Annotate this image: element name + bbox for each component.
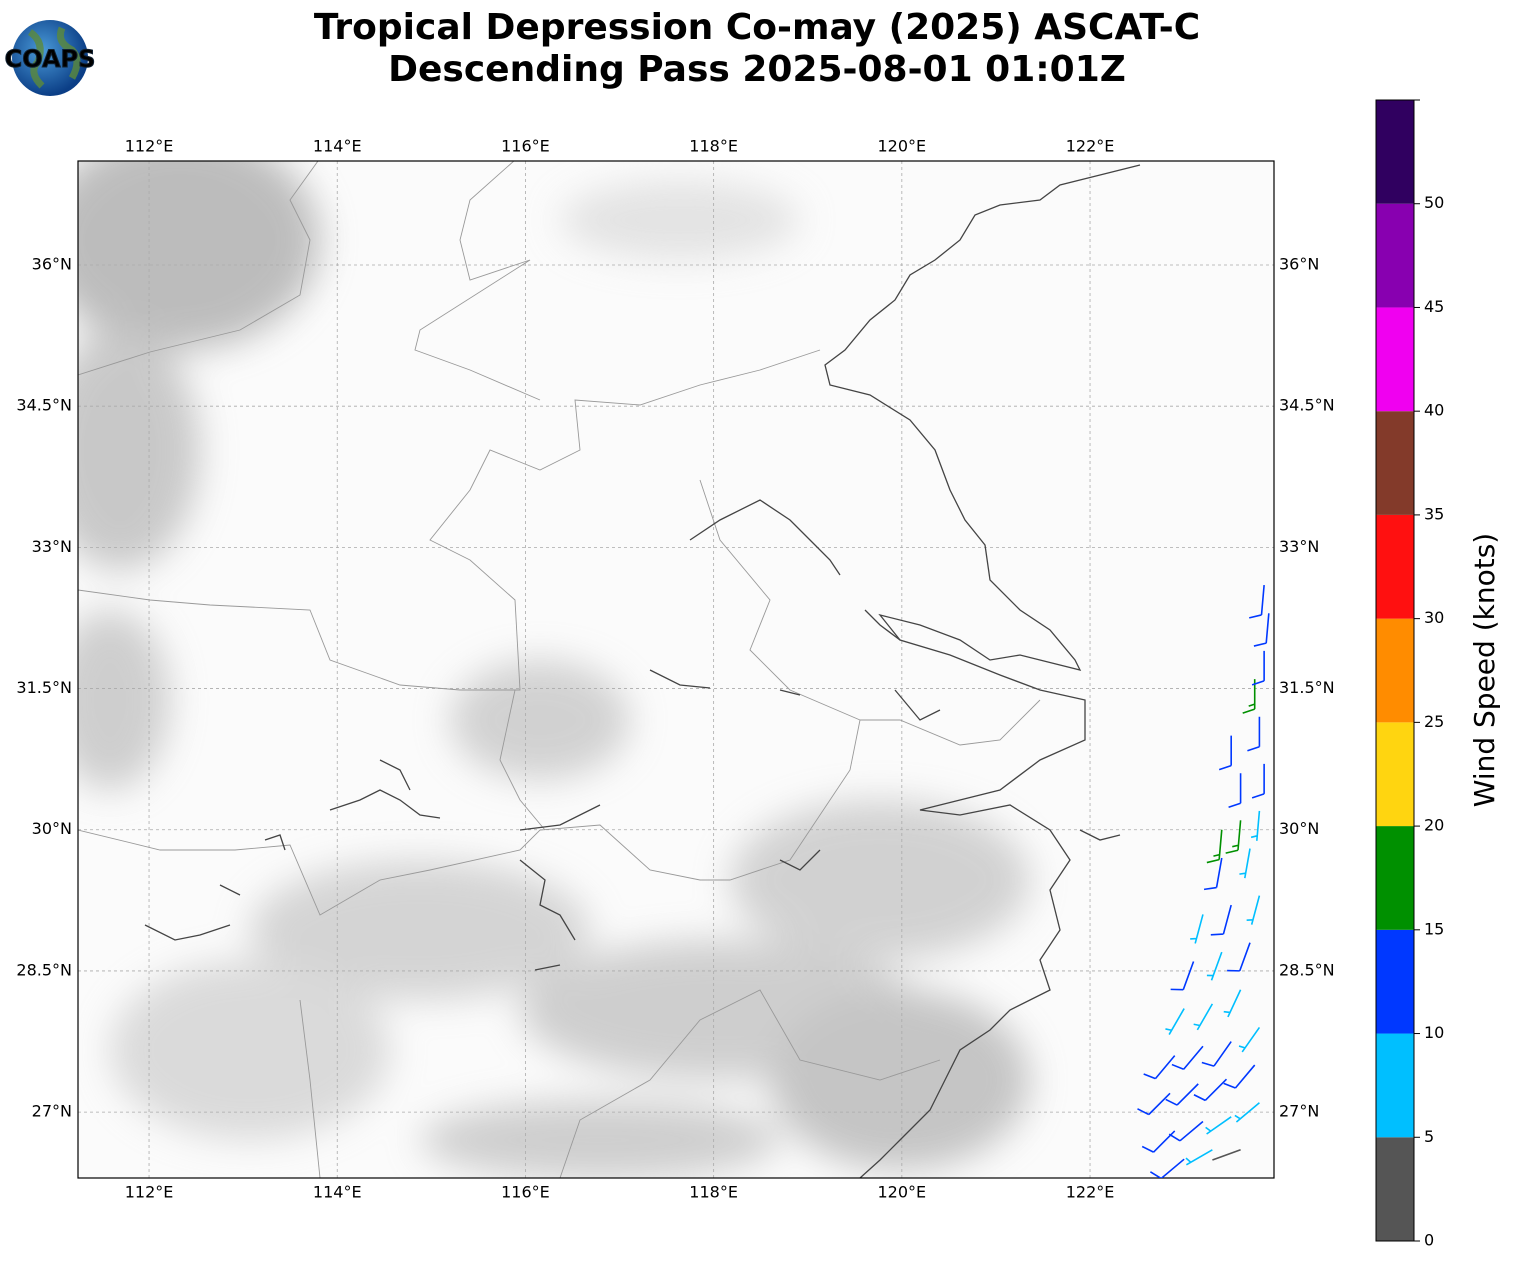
y-tick-label: 36°N — [1279, 255, 1319, 274]
x-tick-label: 120°E — [878, 137, 927, 156]
wind-barb — [1249, 584, 1265, 619]
wind-barb — [1143, 1055, 1176, 1080]
map-frame — [77, 160, 1275, 1179]
wind-barb — [1223, 1064, 1256, 1089]
logo: COAPS — [4, 20, 96, 96]
colorbar-tick-label: 15 — [1424, 919, 1444, 938]
wind-barb — [1223, 989, 1242, 1018]
wind-barb — [1190, 914, 1204, 944]
wind-barb — [1203, 857, 1223, 891]
y-tick-label: 30°N — [32, 819, 72, 838]
y-tick-label: 28.5°N — [1279, 960, 1335, 979]
wind-barb — [1205, 1116, 1232, 1135]
y-tick-label: 34.5°N — [1279, 396, 1335, 415]
colorbar-tick-label: 25 — [1424, 712, 1444, 731]
colorbar-segment — [1376, 100, 1414, 204]
y-tick-label: 30°N — [1279, 819, 1319, 838]
colorbar-segment — [1376, 929, 1414, 1034]
wind-barb — [1210, 904, 1232, 936]
wind-barb — [1165, 1083, 1199, 1106]
wind-barb — [1137, 1092, 1171, 1116]
colorbar-segment — [1376, 826, 1414, 930]
x-tick-label: 114°E — [313, 137, 362, 156]
wind-barb — [1246, 895, 1261, 925]
logo-text: COAPS — [5, 45, 96, 73]
wind-barb — [1170, 961, 1195, 991]
x-tick-label: 114°E — [313, 1183, 362, 1202]
colorbar-frame — [1375, 99, 1415, 1242]
wind-barb — [1251, 763, 1265, 799]
y-tick-label: 27°N — [1279, 1102, 1319, 1121]
title-line: Descending Pass 2025-08-01 01:01Z — [388, 49, 1126, 90]
wind-barb — [1253, 613, 1270, 647]
y-tick-label: 27°N — [32, 1102, 72, 1121]
wind-barb — [1225, 820, 1242, 854]
wind-barb — [1149, 1158, 1185, 1178]
wind-barb — [1238, 1026, 1261, 1053]
x-tick-label: 116°E — [501, 137, 550, 156]
x-tick-label: 122°E — [1066, 1183, 1115, 1202]
wind-barb — [1193, 1078, 1228, 1102]
colorbar-segment — [1376, 618, 1414, 723]
wind-barb — [1141, 1130, 1176, 1153]
colorbar-segment — [1376, 203, 1414, 308]
y-tick-label: 33°N — [1279, 537, 1319, 556]
wind-barb — [1171, 1045, 1204, 1070]
y-tick-label: 36°N — [32, 255, 72, 274]
x-tick-label: 118°E — [689, 1183, 738, 1202]
wind-barb — [1247, 716, 1261, 752]
wind-barb — [1201, 1041, 1232, 1067]
x-tick-label: 112°E — [125, 137, 174, 156]
colorbar-segment — [1376, 307, 1414, 412]
colorbar-segment — [1376, 1033, 1414, 1138]
colorbar-segment — [1376, 722, 1414, 827]
colorbar-segment — [1376, 1137, 1414, 1241]
logo-land — [27, 26, 81, 89]
wind-barb — [1228, 773, 1242, 809]
terrain-shading — [78, 161, 1030, 1178]
wind-barb — [1218, 735, 1232, 771]
wind-barb — [1206, 951, 1223, 981]
y-tick-label: 28.5°N — [16, 960, 72, 979]
wind-barb — [1193, 1003, 1214, 1031]
y-tick-label: 33°N — [32, 537, 72, 556]
colorbar-label: Wind Speed (knots) — [1468, 533, 1501, 807]
colorbar-segment — [1376, 514, 1414, 619]
colorbar-tick-label: 45 — [1424, 297, 1444, 316]
colorbar-tick-label: 20 — [1424, 816, 1444, 835]
colorbar-tick-label: 30 — [1424, 608, 1444, 627]
y-tick-label: 31.5°N — [16, 678, 72, 697]
x-tick-label: 120°E — [878, 1183, 927, 1202]
x-tick-label: 116°E — [501, 1183, 550, 1202]
wind-barb — [1250, 810, 1261, 841]
wind-barb — [1212, 1149, 1241, 1161]
wind-barb — [1185, 1149, 1213, 1166]
colorbar-segment — [1376, 411, 1414, 515]
wind-barb — [1251, 650, 1265, 686]
wind-barb — [1239, 848, 1251, 879]
map-area — [78, 161, 1274, 1178]
y-tick-label: 34.5°N — [16, 396, 72, 415]
title-line: Tropical Depression Co-may (2025) ASCAT-… — [314, 7, 1200, 48]
wind-barb — [1206, 829, 1223, 864]
colorbar-tick-label: 35 — [1424, 504, 1444, 523]
wind-barb — [1227, 942, 1251, 972]
y-tick-label: 31.5°N — [1279, 678, 1335, 697]
wind-barb — [1168, 1120, 1204, 1142]
colorbar-tick-label: 10 — [1424, 1023, 1444, 1042]
wind-barb — [1165, 1008, 1185, 1035]
colorbar-tick-label: 0 — [1424, 1231, 1434, 1250]
x-tick-label: 122°E — [1066, 137, 1115, 156]
colorbar-tick-label: 5 — [1424, 1127, 1434, 1146]
x-tick-label: 118°E — [689, 137, 738, 156]
x-tick-label: 112°E — [125, 1183, 174, 1202]
colorbar-tick-label: 40 — [1424, 401, 1444, 420]
wind-barb — [1234, 1102, 1260, 1123]
logo-globe — [12, 20, 88, 96]
colorbar-tick-label: 50 — [1424, 193, 1444, 212]
